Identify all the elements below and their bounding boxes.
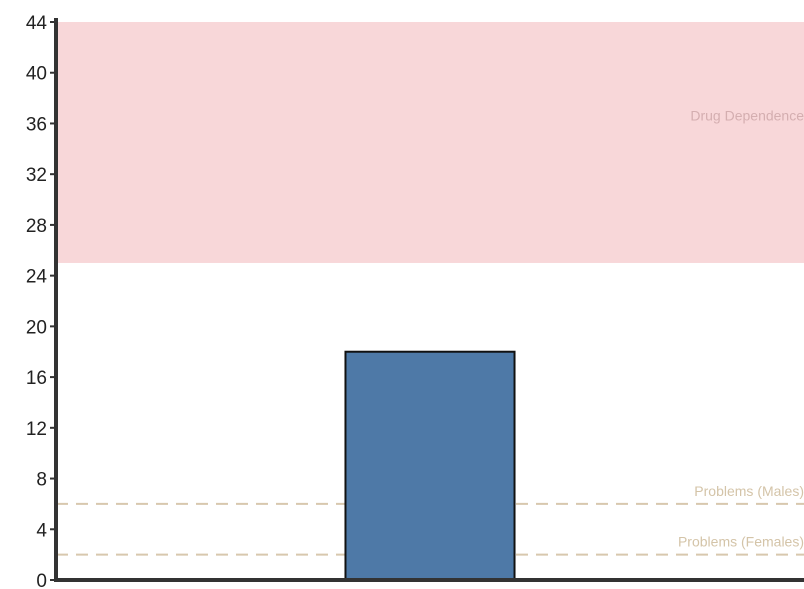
y-tick-label: 36 <box>26 114 47 135</box>
y-tick-label: 0 <box>36 571 47 589</box>
axes-layer: 0 4 8 12 16 20 24 28 32 36 40 44 <box>26 13 804 589</box>
threshold-label: Problems (Females) <box>678 534 804 550</box>
bar <box>344 350 516 581</box>
y-tick-label: 20 <box>26 317 47 338</box>
y-tick-label: 32 <box>26 165 47 186</box>
band-label: Drug Dependence <box>690 107 804 123</box>
y-tick-label: 16 <box>26 368 47 389</box>
y-tick-label: 4 <box>36 520 47 541</box>
y-tick-label: 44 <box>26 13 48 34</box>
y-tick-label: 40 <box>26 64 47 85</box>
band-rect <box>56 22 804 263</box>
y-tick-label: 8 <box>36 470 47 491</box>
y-tick-label: 24 <box>26 267 48 288</box>
y-tick-label: 12 <box>26 419 47 440</box>
thresholds-layer: Problems (Males) Problems (Females) <box>56 483 804 556</box>
threshold-label: Problems (Males) <box>694 483 804 499</box>
y-tick-label: 28 <box>26 216 47 237</box>
bands-layer: Drug Dependence <box>56 22 804 263</box>
bars-layer <box>344 350 516 581</box>
